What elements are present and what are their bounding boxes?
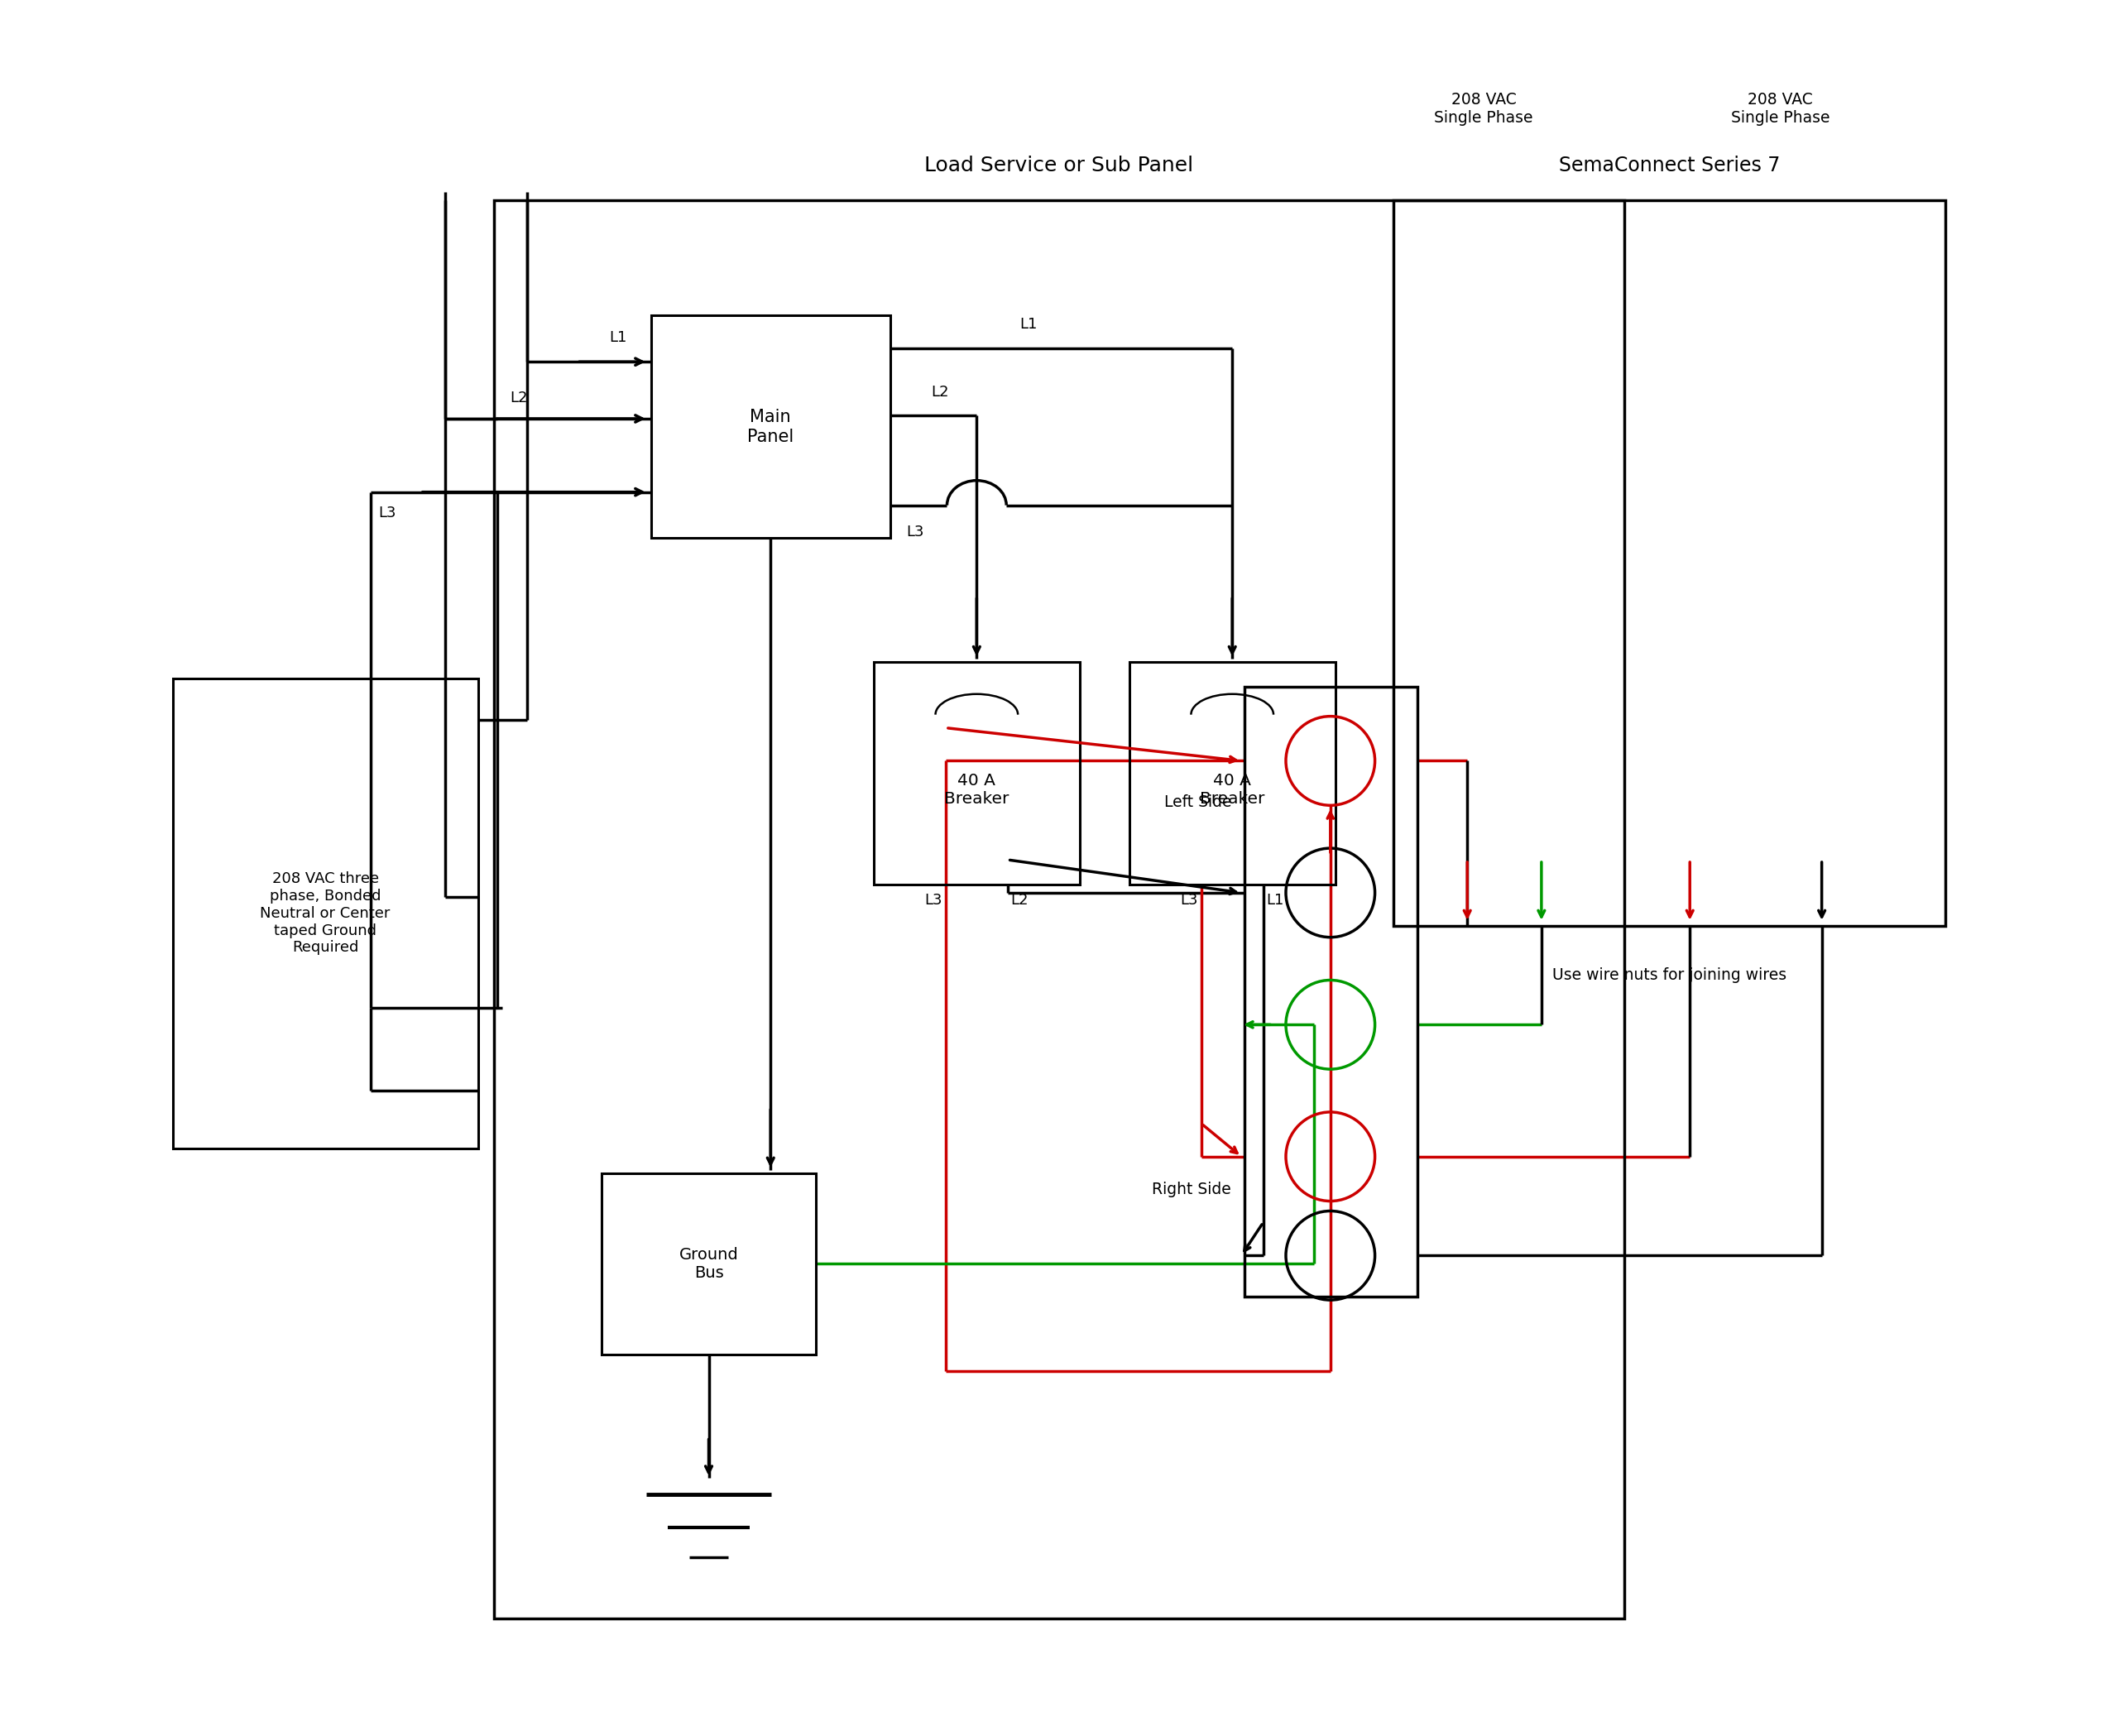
Bar [1245, 687, 1418, 1297]
Bar [1393, 200, 1945, 925]
Text: 40 A
Breaker: 40 A Breaker [1201, 773, 1264, 807]
Text: 208 VAC
Single Phase: 208 VAC Single Phase [1435, 92, 1534, 127]
Text: L1: L1 [1266, 892, 1285, 908]
Text: L1: L1 [610, 330, 627, 345]
Text: L2: L2 [931, 384, 949, 399]
Text: Left Side: Left Side [1165, 793, 1232, 811]
Text: Ground
Bus: Ground Bus [679, 1246, 738, 1281]
Text: Load Service or Sub Panel: Load Service or Sub Panel [924, 156, 1194, 175]
Text: 40 A
Breaker: 40 A Breaker [945, 773, 1009, 807]
Text: Main
Panel: Main Panel [747, 410, 793, 444]
Bar [1129, 661, 1336, 884]
Text: L2: L2 [1011, 892, 1030, 908]
Text: Use wire nuts for joining wires: Use wire nuts for joining wires [1553, 967, 1787, 983]
Text: Right Side: Right Side [1152, 1182, 1232, 1198]
Bar [173, 679, 477, 1147]
Bar [494, 200, 1625, 1618]
Text: L3: L3 [905, 524, 924, 540]
Bar [652, 316, 890, 538]
Text: L2: L2 [511, 391, 528, 406]
Text: 208 VAC
Single Phase: 208 VAC Single Phase [1730, 92, 1829, 127]
Text: L3: L3 [924, 892, 943, 908]
Bar [601, 1174, 817, 1354]
Text: L1: L1 [1019, 318, 1036, 332]
Text: L3: L3 [378, 505, 397, 521]
Bar [874, 661, 1080, 884]
Text: 208 VAC three
phase, Bonded
Neutral or Center
taped Ground
Required: 208 VAC three phase, Bonded Neutral or C… [260, 871, 390, 955]
Text: SemaConnect Series 7: SemaConnect Series 7 [1559, 156, 1781, 175]
Text: L3: L3 [1179, 892, 1198, 908]
